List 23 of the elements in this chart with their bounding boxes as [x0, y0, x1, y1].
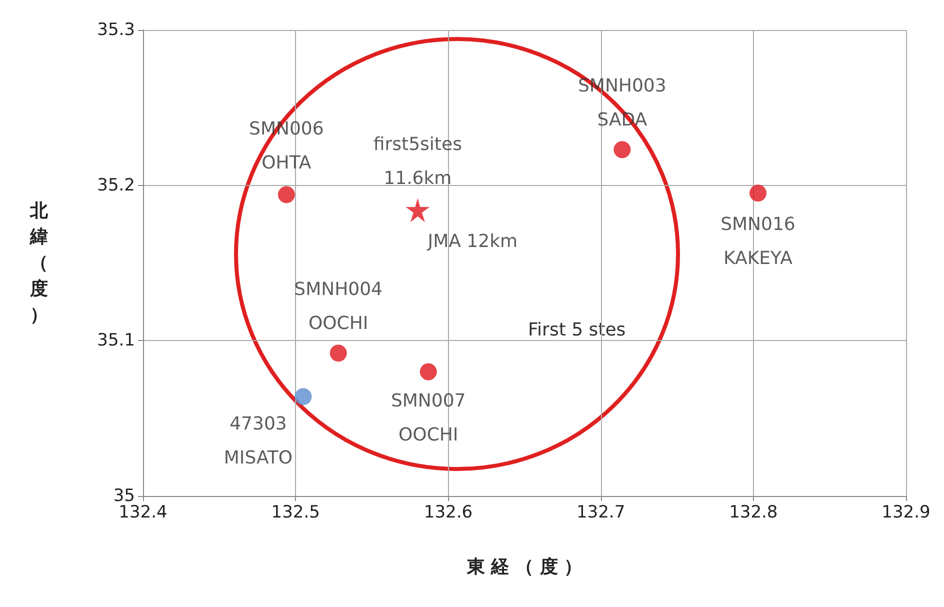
- annotation: SMNH004 OOCHI: [294, 279, 382, 334]
- annotation: first5sites 11.6km: [373, 134, 462, 190]
- point: [420, 363, 437, 380]
- x-tick-label: 132.9: [882, 502, 930, 522]
- y-axis-title: 北緯（度）: [29, 200, 49, 326]
- annotation: SMN007 OOCHI: [390, 390, 466, 446]
- annotation: 47303 MISATO: [224, 414, 293, 469]
- x-tick-label: 132.5: [271, 502, 320, 522]
- x-tick-label: 132.6: [424, 502, 473, 522]
- annotation: JMA 12km: [426, 231, 518, 252]
- y-tick-label: 35.3: [97, 20, 135, 40]
- point: [330, 344, 347, 362]
- x-tick-label: 132.7: [576, 502, 626, 522]
- y-tick-label: 35.1: [97, 330, 135, 351]
- point: [278, 186, 295, 204]
- x-axis-title: 東 経 （ 度 ）: [466, 556, 582, 578]
- x-tick-label: 132.8: [729, 502, 778, 522]
- point: [294, 388, 312, 406]
- y-tick-label: 35.2: [97, 175, 135, 196]
- point: [749, 184, 766, 202]
- annotation: SMN016 KAKEYA: [720, 214, 796, 270]
- point: [406, 198, 430, 222]
- point: [614, 141, 631, 158]
